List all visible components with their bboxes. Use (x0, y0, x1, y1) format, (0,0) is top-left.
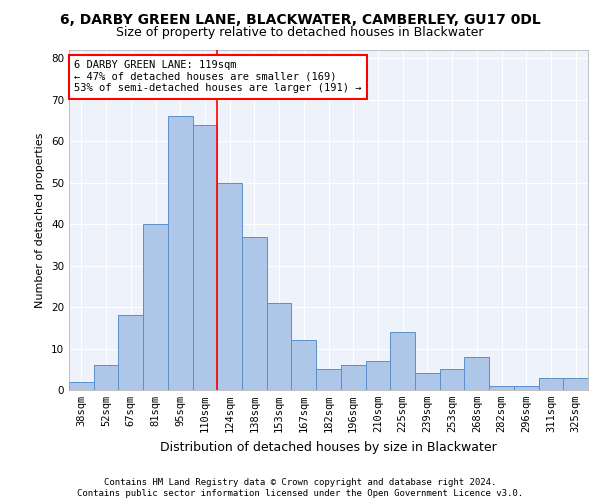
Text: 6, DARBY GREEN LANE, BLACKWATER, CAMBERLEY, GU17 0DL: 6, DARBY GREEN LANE, BLACKWATER, CAMBERL… (59, 12, 541, 26)
Bar (193, 124, 217, 390)
Y-axis label: Number of detached properties: Number of detached properties (35, 132, 46, 308)
Bar (563, 378, 588, 390)
Text: Contains HM Land Registry data © Crown copyright and database right 2024.
Contai: Contains HM Land Registry data © Crown c… (77, 478, 523, 498)
Bar (365, 361, 390, 390)
Text: Size of property relative to detached houses in Blackwater: Size of property relative to detached ho… (116, 26, 484, 39)
Text: 6 DARBY GREEN LANE: 119sqm
← 47% of detached houses are smaller (169)
53% of sem: 6 DARBY GREEN LANE: 119sqm ← 47% of deta… (74, 60, 362, 94)
Bar (69, 382, 94, 390)
Bar (341, 365, 365, 390)
Bar (292, 340, 316, 390)
Bar (94, 365, 118, 390)
Bar (118, 316, 143, 390)
Bar (539, 378, 563, 390)
Bar (464, 357, 489, 390)
Bar (514, 386, 539, 390)
Bar (316, 370, 341, 390)
Bar (143, 224, 168, 390)
Bar (415, 374, 440, 390)
Bar (390, 332, 415, 390)
Bar (217, 182, 242, 390)
Bar (267, 303, 292, 390)
Bar (489, 386, 514, 390)
X-axis label: Distribution of detached houses by size in Blackwater: Distribution of detached houses by size … (160, 440, 497, 454)
Bar (440, 370, 464, 390)
Bar (168, 116, 193, 390)
Bar (242, 236, 267, 390)
